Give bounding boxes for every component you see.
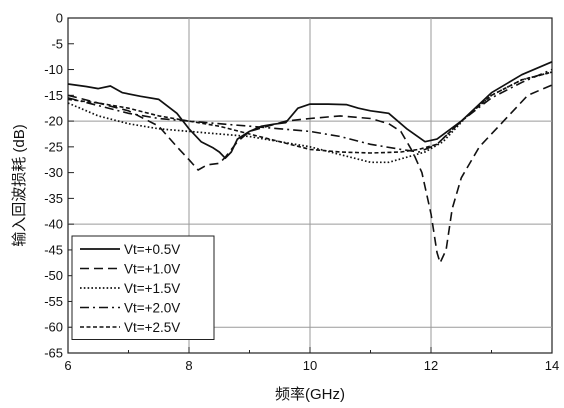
series-line-1 xyxy=(67,61,553,160)
tick-labels: 6 8 10 12 14 0 -5 -10 -15 -20 -25 -30 -35 -40 -45 -50 -5… xyxy=(44,11,559,374)
y-tick-label: -65 xyxy=(44,346,63,361)
legend-label-2: Vt=+1.0V xyxy=(124,262,180,277)
y-tick-label: -50 xyxy=(44,268,63,283)
y-tick-label: -40 xyxy=(44,217,63,232)
y-tick-label: 0 xyxy=(56,11,63,26)
y-tick-label: -10 xyxy=(44,62,63,77)
x-tick-label: 6 xyxy=(64,358,71,373)
y-tick-label: -15 xyxy=(44,88,63,103)
series-line-5 xyxy=(67,71,553,154)
legend-label-1: Vt=+0.5V xyxy=(124,242,180,257)
x-axis-label: 频率(GHz) xyxy=(275,386,345,403)
legend-label-4: Vt=+2.0V xyxy=(124,301,180,316)
x-tick-label: 12 xyxy=(424,358,438,373)
y-tick-label: -35 xyxy=(44,191,63,206)
legend-label-3: Vt=+1.5V xyxy=(124,281,180,296)
x-tick-label: 8 xyxy=(185,358,192,373)
y-tick-label: -20 xyxy=(44,114,63,129)
series-line-2 xyxy=(67,84,553,264)
y-tick-label: -30 xyxy=(44,165,63,180)
y-tick-label: -60 xyxy=(44,320,63,335)
y-axis-label: 输入回波损耗 (dB) xyxy=(11,124,28,247)
legend-label-5: Vt=+2.5V xyxy=(124,320,180,335)
y-tick-label: -25 xyxy=(44,139,63,154)
x-tick-label: 10 xyxy=(303,358,317,373)
series-line-4 xyxy=(67,68,553,153)
x-tick-label: 14 xyxy=(545,358,559,373)
legend: Vt=+0.5V Vt=+1.0V Vt=+1.5V Vt=+2.0V Vt=+2.5V xyxy=(71,235,215,340)
y-tick-label: -55 xyxy=(44,294,63,309)
y-tick-label: -5 xyxy=(51,36,63,51)
series-lines xyxy=(67,61,553,264)
y-tick-label: -45 xyxy=(44,242,63,257)
